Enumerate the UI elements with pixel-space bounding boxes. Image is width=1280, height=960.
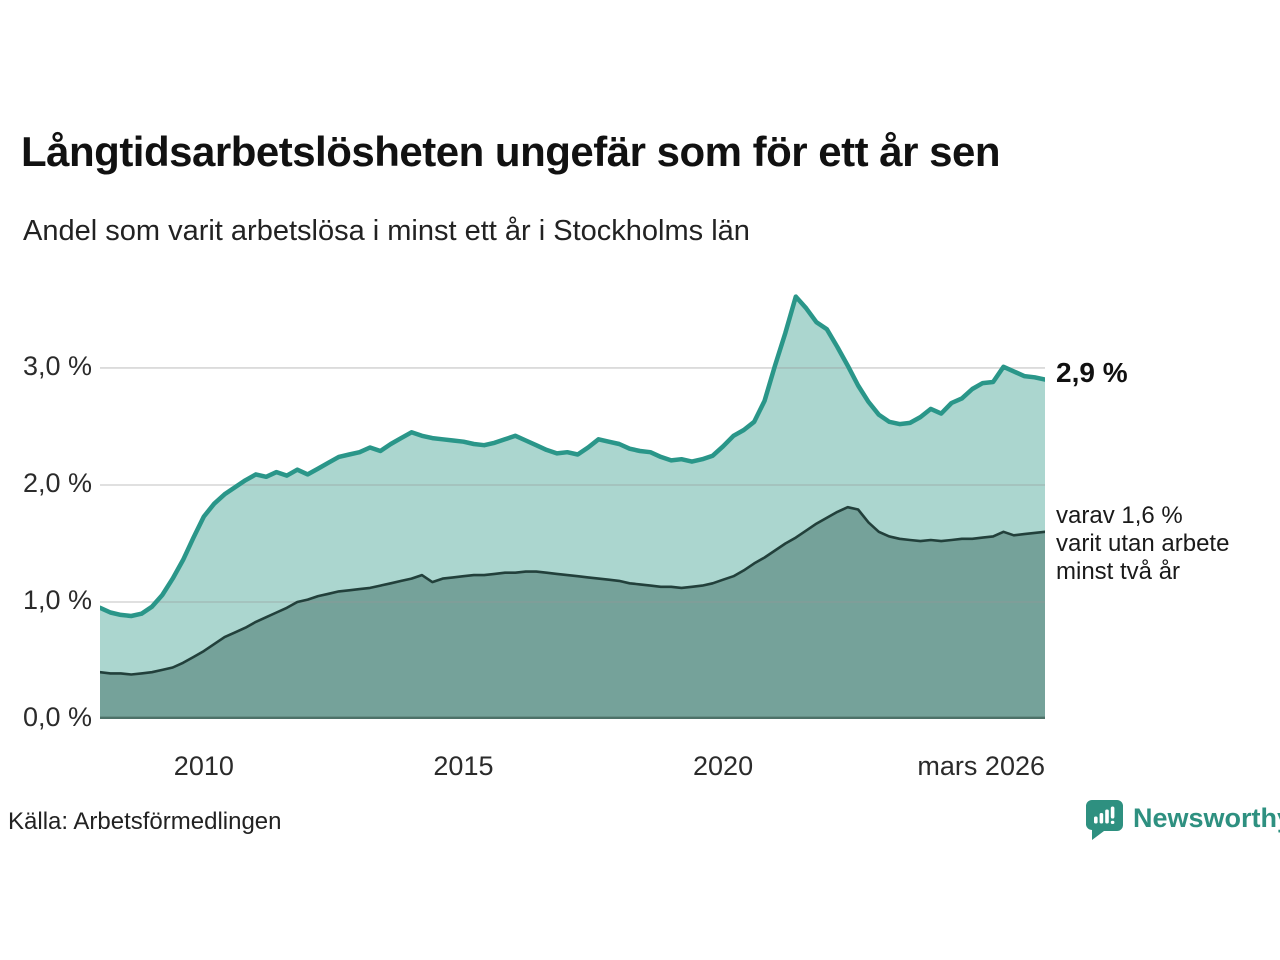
source-note: Källa: Arbetsförmedlingen [8, 808, 282, 835]
x-tick-label: 2015 [433, 751, 494, 781]
brand-logo: Newsworthy [1086, 800, 1280, 842]
x-tick-label: 2020 [693, 751, 754, 781]
y-tick-label: 3,0 % [22, 350, 92, 381]
chart-title: Långtidsarbetslösheten ungefär som för e… [21, 128, 1001, 175]
brand-wordmark: Newsworthy [1133, 803, 1280, 833]
chart-subtitle: Andel som varit arbetslösa i minst ett å… [23, 215, 750, 247]
y-tick-label: 0,0 % [22, 702, 92, 732]
subset-annotation-line: minst två år [1056, 558, 1181, 585]
newsworthy-bar-chart-bubble-icon [1086, 800, 1123, 840]
x-tick-label: mars 2026 [917, 751, 1045, 781]
subset-annotation-line: varit utan arbete [1056, 530, 1230, 557]
y-tick-label: 2,0 % [22, 467, 92, 498]
latest-value-label: 2,9 % [1056, 357, 1128, 388]
y-tick-label: 1,0 % [22, 584, 92, 615]
plot-area-svg [100, 294, 1045, 719]
subset-annotation-line: varav 1,6 % [1056, 502, 1183, 529]
subset-annotation: varav 1,6 % varit utan arbete minst två … [1056, 502, 1229, 586]
x-tick-label: 2010 [173, 751, 234, 781]
